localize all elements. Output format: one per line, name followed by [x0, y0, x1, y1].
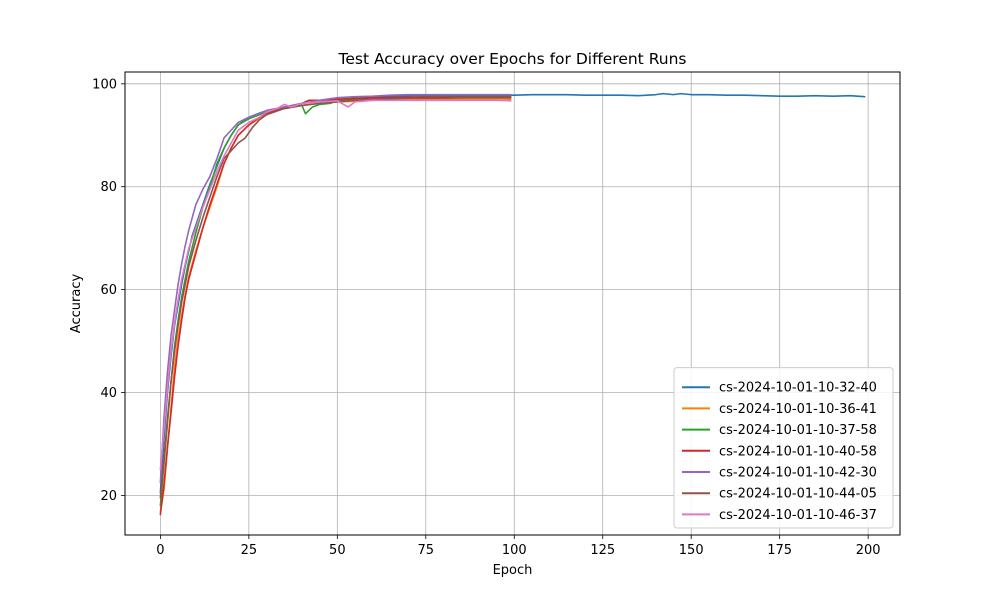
x-tick-label: 75 [418, 543, 435, 558]
legend-box [673, 367, 894, 529]
x-tick-label: 175 [767, 543, 792, 558]
chart-title: Test Accuracy over Epochs for Different … [338, 50, 687, 68]
y-tick-label: 80 [100, 180, 117, 195]
legend-label: cs-2024-10-01-10-40-58 [719, 444, 877, 459]
legend-label: cs-2024-10-01-10-46-37 [719, 508, 877, 523]
legend-label: cs-2024-10-01-10-37-58 [719, 423, 877, 438]
x-tick-label: 125 [590, 543, 615, 558]
y-axis-ticks: 20 40 60 80 100 [92, 77, 125, 504]
legend: cs-2024-10-01-10-32-40 cs-2024-10-01-10-3… [673, 367, 894, 529]
y-tick-label: 20 [100, 489, 117, 504]
x-axis-ticks: 0 25 50 75 100 125 150 175 200 [156, 535, 881, 558]
legend-label: cs-2024-10-01-10-44-05 [719, 487, 877, 502]
series-line-cs-2024-10-01-10-42-30 [159, 93, 512, 484]
series-line-cs-2024-10-01-10-46-37 [159, 99, 512, 471]
x-tick-label: 150 [679, 543, 704, 558]
legend-label: cs-2024-10-01-10-36-41 [719, 402, 877, 417]
series-line-cs-2024-10-01-10-37-58 [159, 95, 512, 507]
series-line-cs-2024-10-01-10-40-58 [159, 96, 512, 516]
x-tick-label: 200 [856, 543, 881, 558]
plot-frame [124, 71, 901, 536]
x-tick-label: 100 [502, 543, 527, 558]
y-tick-label: 40 [100, 386, 117, 401]
y-tick-label: 60 [100, 283, 117, 298]
x-tick-label: 25 [241, 543, 258, 558]
legend-label: cs-2024-10-01-10-42-30 [719, 466, 877, 481]
x-axis-label: Epoch [493, 563, 533, 578]
x-tick-label: 50 [329, 543, 346, 558]
series-lines [159, 92, 866, 516]
series-line-cs-2024-10-01-10-44-05 [159, 96, 512, 499]
y-axis-label: Accuracy [69, 274, 84, 334]
x-tick-label: 0 [156, 543, 164, 558]
y-tick-label: 100 [92, 77, 117, 92]
series-line-cs-2024-10-01-10-36-41 [159, 97, 512, 513]
legend-label: cs-2024-10-01-10-32-40 [719, 381, 877, 396]
